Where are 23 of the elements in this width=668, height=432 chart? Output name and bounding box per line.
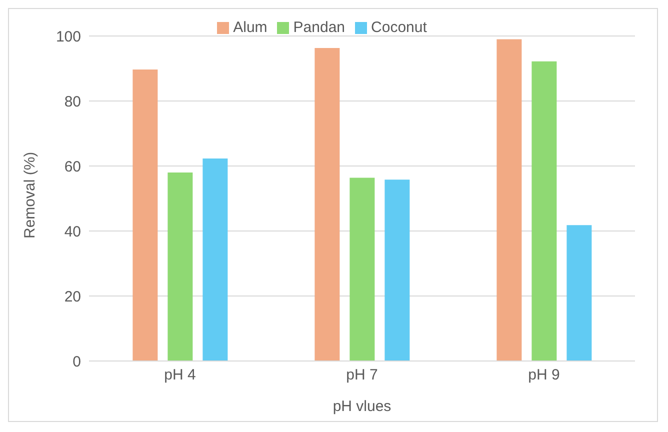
legend-label: Pandan <box>293 19 346 36</box>
bar <box>496 39 522 361</box>
bar <box>168 172 193 361</box>
bar <box>532 61 557 361</box>
x-tick-label: pH 7 <box>346 366 378 384</box>
bar <box>314 48 340 361</box>
bar <box>384 180 410 361</box>
x-tick-label: pH 4 <box>164 366 196 384</box>
bar <box>350 178 375 361</box>
y-axis-title: Removal (%) <box>21 152 38 238</box>
y-tick-label: 40 <box>64 223 81 240</box>
legend-label: Alum <box>233 19 268 36</box>
y-tick-label: 100 <box>56 28 81 46</box>
y-tick-label: 80 <box>64 93 81 110</box>
bar <box>566 225 592 361</box>
y-tick-label: 20 <box>64 288 81 306</box>
y-tick-label: 60 <box>64 158 81 176</box>
x-tick-label: pH 9 <box>528 366 560 384</box>
legend-label: Coconut <box>371 19 427 36</box>
bar <box>202 158 228 361</box>
bar <box>132 69 158 361</box>
x-axis-title: pH vlues <box>332 398 392 415</box>
y-tick-label: 0 <box>72 353 81 370</box>
